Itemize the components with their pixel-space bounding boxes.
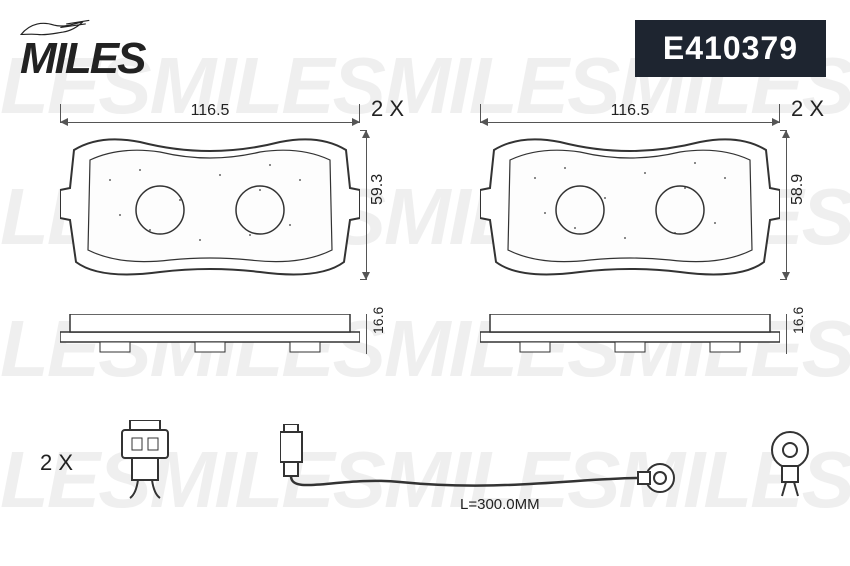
wear-sensor-wire-icon <box>280 424 700 504</box>
dim-thick-left-value: 16.6 <box>370 307 386 334</box>
dim-thick-right-value: 16.6 <box>790 307 806 334</box>
brand-name: MILES <box>20 41 144 76</box>
wire-length-label: L=300.0MM <box>460 496 540 513</box>
pad-set-right: 2 X 116.5 58.9 <box>460 130 820 354</box>
dim-width-right-value: 116.5 <box>480 102 780 120</box>
pad-top-view-left: 59.3 <box>60 130 360 280</box>
qty-label: 2 X <box>791 96 824 122</box>
pad-top-view-right: 58.9 <box>480 130 780 280</box>
pad-set-left: 2 X 116.5 <box>40 130 400 354</box>
qty-label: 2 X <box>371 96 404 122</box>
dim-height-right-value: 58.9 <box>789 174 807 205</box>
part-code: E410379 <box>635 20 826 77</box>
ring-lug-icon <box>760 430 820 500</box>
dim-thick-left: 16.6 <box>360 314 392 354</box>
dim-height-right: 58.9 <box>780 130 812 280</box>
pad-side-view-right: 16.6 <box>480 314 780 354</box>
plug-qty: 2 X <box>40 450 73 476</box>
sensor-plug-icon <box>100 420 190 500</box>
dim-thick-right: 16.6 <box>780 314 812 354</box>
dim-width-left: 116.5 <box>60 104 360 130</box>
dim-width-right: 116.5 <box>480 104 780 130</box>
pad-side-view-left: 16.6 <box>60 314 360 354</box>
dim-width-left-value: 116.5 <box>60 102 360 120</box>
diagram-stage: 2 X 116.5 <box>40 130 820 530</box>
dim-height-left-value: 59.3 <box>369 174 387 205</box>
dim-height-left: 59.3 <box>360 130 392 280</box>
brand-logo: MILES <box>20 18 144 76</box>
